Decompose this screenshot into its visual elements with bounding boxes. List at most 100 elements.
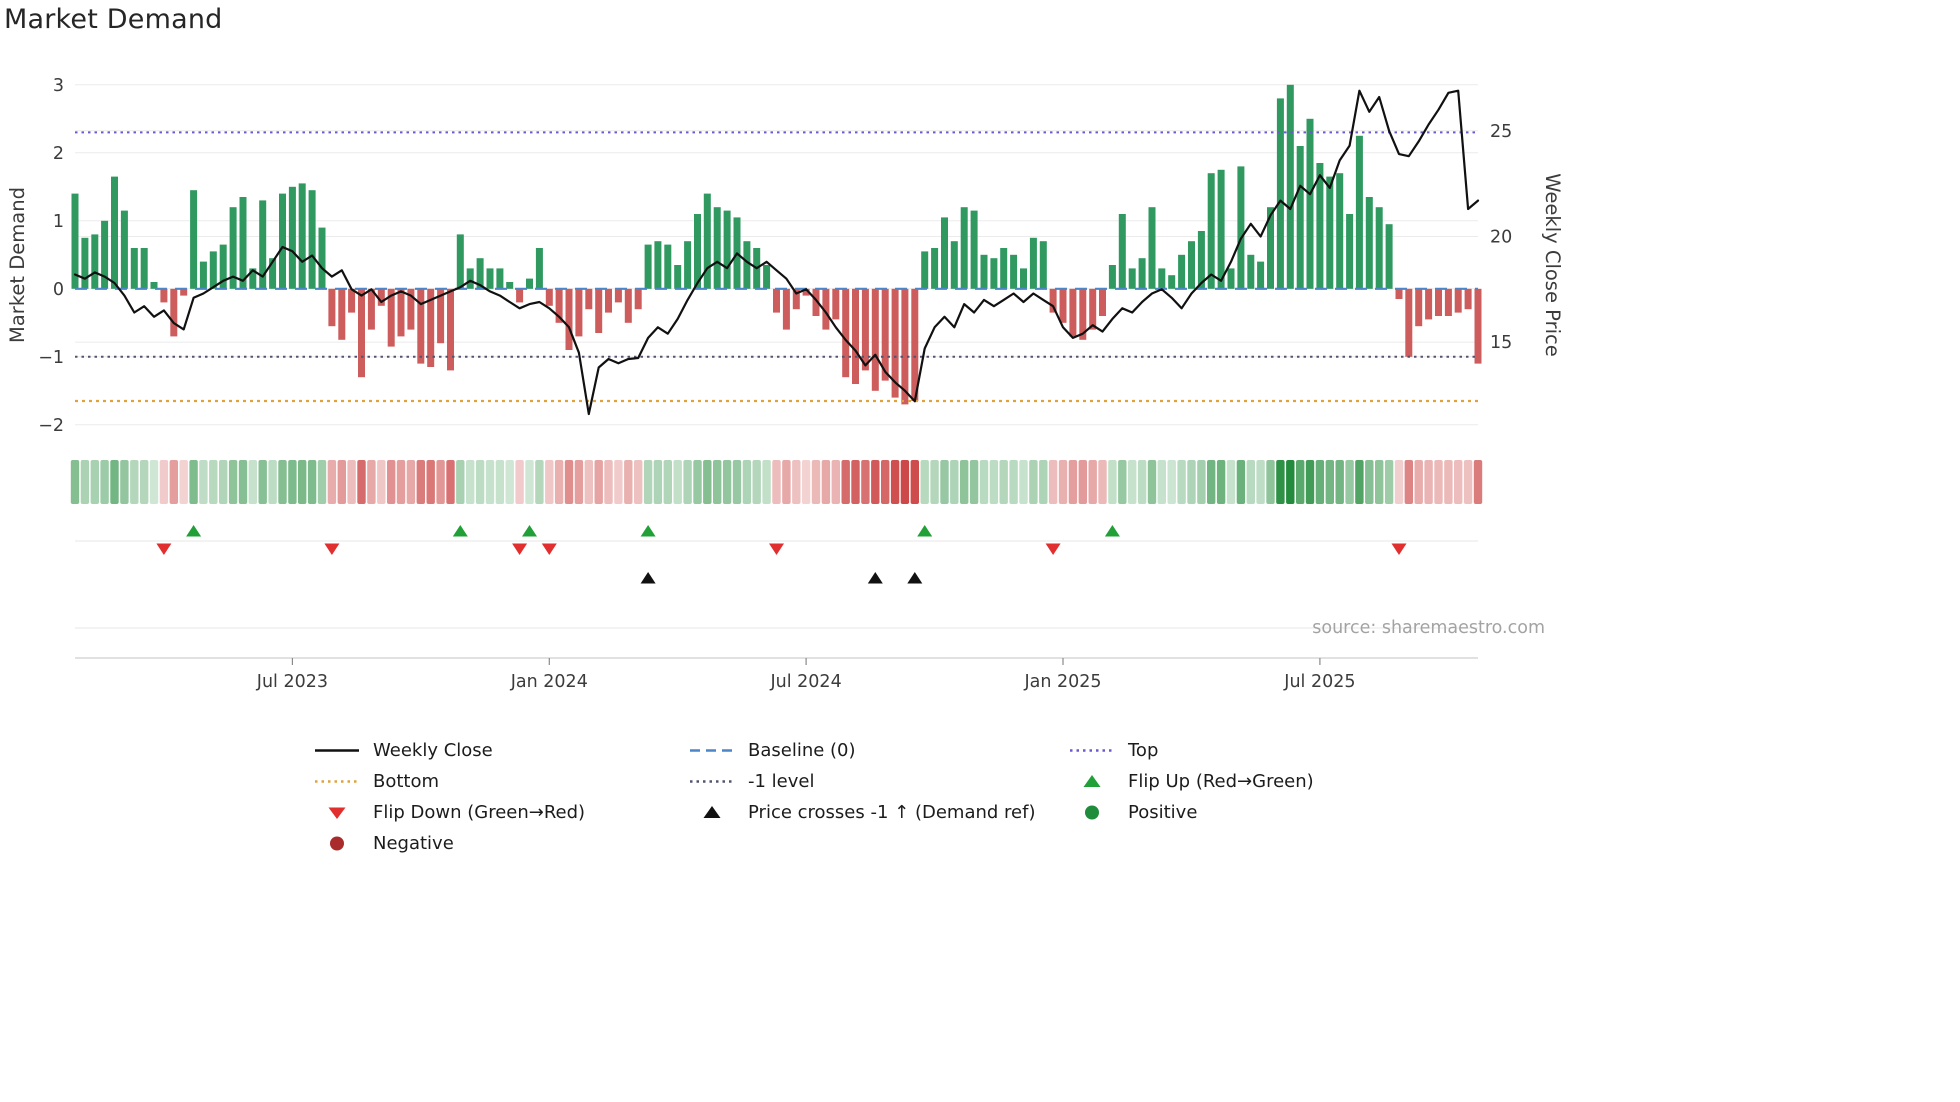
demand-bar-positive: [664, 244, 672, 289]
demand-bar-positive: [140, 248, 148, 289]
y-tick-label: −2: [38, 416, 64, 436]
heatmap-cell: [594, 460, 603, 504]
heatmap-cell: [298, 460, 307, 504]
chart-legend: Weekly Close Baseline (0) Top Bottom -1 leve…: [313, 740, 1448, 854]
heatmap-cell: [614, 460, 623, 504]
heatmap-cell: [1444, 460, 1453, 504]
demand-bar-negative: [1079, 288, 1087, 340]
demand-bar-negative: [605, 288, 612, 313]
heatmap-cell: [1434, 460, 1443, 504]
demand-bar-positive: [1197, 231, 1205, 289]
y-tick-label: 20: [1490, 228, 1512, 248]
heatmap-cell: [1118, 460, 1127, 504]
market-demand-chart: 3 2 1 0 −1 −2 25 20 15 Market Demand Weekly Close …: [6, 76, 1564, 692]
demand-bar-positive: [931, 248, 939, 289]
circle-icon: [1085, 805, 1099, 820]
heatmap-cell: [1424, 460, 1433, 504]
demand-bar-positive: [1276, 98, 1284, 289]
demand-bar-negative: [1049, 288, 1057, 313]
heatmap-cell: [1147, 460, 1157, 504]
legend-item: Price crosses -1 ↑ (Demand ref): [688, 802, 1068, 823]
flip-up-triangle-icon: [917, 525, 933, 537]
heatmap-cell: [979, 460, 989, 504]
heatmap-cell: [772, 460, 781, 504]
heatmap-cell: [1345, 460, 1354, 504]
demand-bar-positive: [1346, 214, 1354, 289]
heatmap-cell: [653, 460, 663, 504]
flip-up-markers: [186, 525, 1120, 537]
price-cross-markers: [640, 572, 923, 584]
flip-up-triangle-icon: [452, 525, 468, 537]
demand-bar-positive: [1158, 268, 1166, 289]
legend-item: Positive: [1068, 802, 1448, 823]
legend-item: Flip Up (Red→Green): [1068, 771, 1448, 792]
heatmap-cell: [179, 460, 188, 504]
heatmap-cell: [1394, 460, 1404, 504]
demand-bar-negative: [822, 288, 830, 330]
demand-bar-negative: [1099, 288, 1106, 316]
demand-bar-negative: [1395, 288, 1403, 299]
heatmap-cell: [1384, 460, 1394, 504]
heatmap-cell: [1365, 460, 1374, 504]
demand-bar-positive: [1336, 173, 1344, 289]
x-tick-label: Jul 2024: [769, 672, 841, 692]
heatmap-cell: [703, 460, 712, 504]
heatmap-cell: [782, 460, 791, 504]
demand-bar-negative: [802, 288, 810, 296]
demand-bar-negative: [773, 288, 780, 313]
demand-bar-positive: [239, 197, 247, 289]
demand-bar-positive: [535, 248, 543, 289]
heatmap-cell: [881, 460, 890, 504]
heatmap-cell: [307, 460, 317, 504]
heatmap-cell: [1157, 460, 1166, 504]
legend-label: Baseline (0): [748, 740, 856, 761]
heatmap-cell: [1177, 460, 1186, 504]
demand-bar-positive: [1355, 135, 1363, 289]
heatmap-cell: [1463, 460, 1473, 504]
demand-bar-positive: [950, 241, 958, 289]
price-cross-triangle-icon: [907, 572, 923, 584]
demand-bar-positive: [1010, 254, 1018, 289]
flip-down-markers: [156, 543, 1407, 555]
demand-bar-positive: [1108, 265, 1116, 289]
demand-bar-positive: [1000, 248, 1008, 289]
heatmap-cell: [1315, 460, 1325, 504]
heatmap-cell: [387, 460, 396, 504]
demand-bar-positive: [1217, 169, 1225, 289]
demand-bar-negative: [595, 288, 603, 333]
demand-bar-positive: [71, 193, 79, 289]
heatmap-cell: [1276, 460, 1285, 504]
heatmap-cell: [90, 460, 99, 504]
heatmap-cell: [80, 460, 90, 504]
demand-bar-negative: [1425, 288, 1433, 320]
heatmap-cell: [1286, 460, 1295, 504]
heatmap-cell: [999, 460, 1008, 504]
demand-bar-positive: [456, 234, 464, 289]
demand-bar-positive: [1178, 254, 1186, 289]
demand-bar-positive: [1029, 237, 1037, 289]
heatmap-cell: [456, 460, 465, 504]
heatmap-cell: [70, 460, 80, 504]
demand-bar-negative: [901, 288, 909, 405]
demand-bar-positive: [506, 282, 514, 289]
demand-bar-negative: [338, 288, 346, 340]
heatmap-cell: [792, 460, 801, 504]
heatmap-cell: [574, 460, 584, 504]
y-tick-label: 2: [53, 144, 64, 164]
page-title: Market Demand: [4, 4, 223, 35]
price-cross-triangle-icon: [867, 572, 883, 584]
demand-bars: [71, 84, 1482, 405]
heatmap-cell: [851, 460, 860, 504]
demand-bar-positive: [1118, 214, 1126, 289]
heatmap-cell: [752, 460, 761, 504]
heatmap-cell: [189, 460, 198, 504]
heatmap-cell: [219, 460, 228, 504]
demand-bar-negative: [565, 288, 573, 350]
legend-item: Flip Down (Green→Red): [313, 802, 688, 823]
heatmap-cell: [288, 460, 297, 504]
heatmap-cell: [584, 460, 593, 504]
heatmap-cell: [169, 460, 178, 504]
demand-bar-negative: [585, 288, 593, 310]
heatmap-cell: [515, 460, 524, 504]
heatmap-cell: [248, 460, 257, 504]
